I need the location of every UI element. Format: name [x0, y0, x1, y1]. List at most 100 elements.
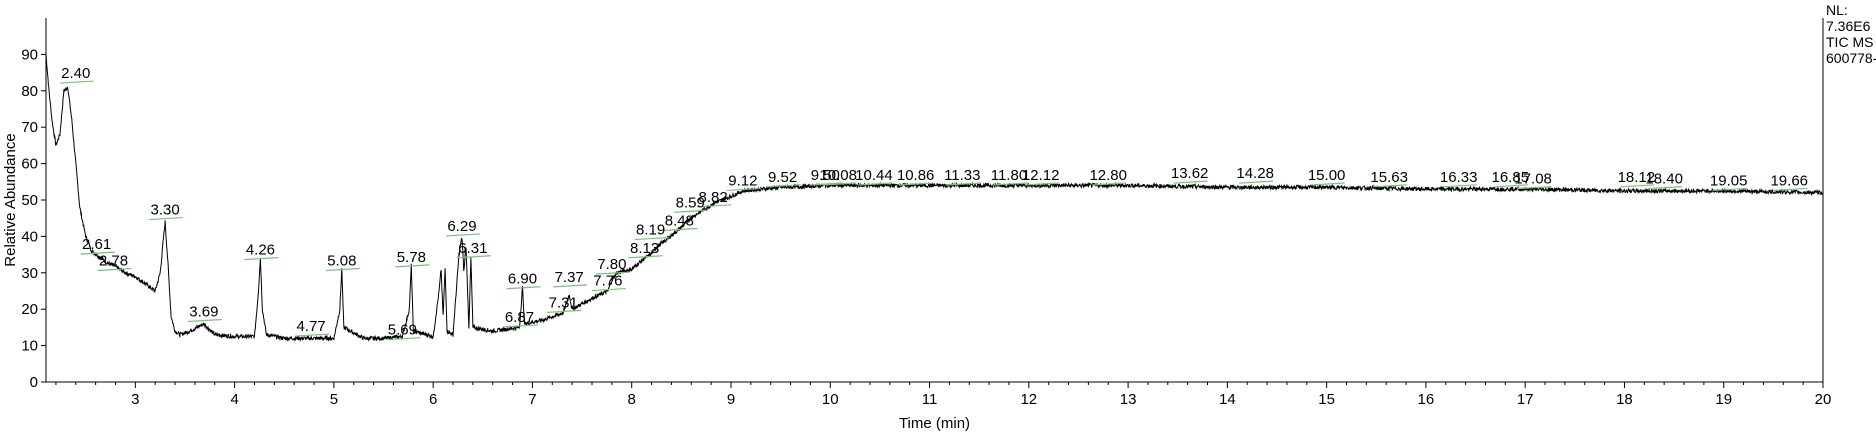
peak-integration-mark [1712, 187, 1747, 192]
peak-label: 12.80 [1089, 167, 1127, 184]
peak-integration-mark [1773, 187, 1808, 192]
x-tick-label: 12 [1020, 391, 1037, 408]
peak-label: 2.61 [82, 236, 111, 253]
peak-integration-mark [1620, 184, 1655, 188]
peak-label: 17.08 [1514, 171, 1552, 188]
peak-label: 18.12 [1618, 169, 1656, 186]
peak-label: 8.13 [630, 240, 659, 257]
peak-integration-mark [663, 227, 698, 232]
x-tick-label: 11 [922, 391, 938, 408]
peak-label: 14.28 [1236, 165, 1274, 182]
peak-markers [59, 80, 1808, 341]
peak-label: 6.90 [508, 271, 537, 288]
y-tick-label: 10 [21, 338, 38, 355]
peak-label: 15.63 [1370, 169, 1408, 186]
peak-label: 16.85 [1492, 169, 1530, 186]
peak-integration-mark [946, 182, 981, 186]
peak-integration-mark [697, 204, 732, 208]
peak-integration-mark [386, 337, 421, 341]
tic-trace-line [45, 54, 1824, 343]
peak-integration-mark [674, 209, 709, 213]
peak-integration-mark [1373, 184, 1408, 188]
peak-label: 12.12 [1022, 167, 1060, 184]
peak-label: 15.00 [1308, 167, 1346, 184]
x-tick-label: 18 [1616, 391, 1633, 408]
peak-label: 19.05 [1710, 172, 1748, 189]
peak-integration-mark [1173, 180, 1208, 184]
peak-label: 5.69 [388, 322, 417, 339]
peak-label: 7.37 [555, 269, 584, 286]
x-axis-title: Time (min) [899, 415, 970, 432]
sample-id: 600778- [1826, 50, 1876, 66]
peak-label: 9.12 [728, 172, 757, 189]
peak-integration-mark [1092, 182, 1127, 186]
peak-label: 3.30 [151, 202, 180, 219]
y-tick-label: 90 [21, 46, 38, 63]
nl-value: 7.36E6 [1826, 18, 1871, 34]
peak-integration-mark [456, 255, 491, 259]
x-tick-label: 14 [1219, 391, 1236, 408]
peak-integration-mark [809, 182, 844, 186]
peak-integration-mark [1442, 184, 1477, 188]
peak-labels: 2.40 2.612.78 3.30 3.69 4.26 4.77 5.08 5.69 5.78… [61, 65, 1808, 339]
peak-label: 16.33 [1440, 169, 1478, 186]
peak-integration-mark [547, 309, 582, 313]
peak-integration-mark [726, 187, 761, 192]
y-tick-label: 0 [30, 374, 38, 391]
peak-label: 11.33 [944, 167, 980, 184]
peak-integration-mark [595, 271, 630, 275]
peak-label: 9.50 [811, 167, 840, 184]
y-tick-label: 80 [21, 83, 38, 100]
series-layer [45, 54, 1824, 343]
y-tick-label: 30 [21, 265, 38, 282]
peak-integration-mark [992, 182, 1027, 186]
peak-label: 6.87 [505, 309, 534, 326]
x-tick-label: 16 [1418, 391, 1435, 408]
peak-integration-mark [395, 264, 430, 268]
nl-label: NL: [1826, 2, 1848, 18]
peak-integration-mark [80, 251, 115, 255]
peak-label: 13.62 [1171, 165, 1209, 182]
peak-integration-mark [506, 286, 541, 290]
x-tick-label: 3 [131, 391, 139, 408]
y-tick-label: 20 [21, 301, 38, 318]
peak-label: 7.31 [549, 294, 578, 311]
peak-label: 18.40 [1645, 171, 1683, 188]
y-tick-label: 50 [21, 192, 38, 209]
peak-label: 8.59 [676, 194, 705, 211]
peak-label: 2.40 [61, 65, 90, 82]
peak-integration-mark [553, 284, 588, 288]
peak-integration-mark [244, 257, 279, 261]
peak-label: 19.66 [1770, 172, 1808, 189]
peak-integration-mark [149, 216, 184, 221]
x-tick-label: 10 [822, 391, 839, 408]
y-tick-label: 40 [21, 228, 38, 245]
y-tick-label: 70 [21, 119, 38, 136]
y-axis-title: Relative Abundance [2, 133, 19, 266]
peak-label: 11.80 [991, 167, 1027, 184]
peak-label: 10.44 [855, 167, 893, 184]
peak-label: 8.19 [636, 222, 665, 239]
peak-integration-mark [822, 182, 857, 186]
peak-integration-mark [445, 233, 480, 237]
peak-label: 7.80 [597, 256, 626, 273]
peak-integration-mark [766, 184, 801, 188]
peak-label: 7.76 [593, 273, 622, 290]
peak-integration-mark [187, 318, 222, 323]
peak-label: 10.86 [897, 167, 935, 184]
x-axis: 3 4 5 6 7 8 9 10 11 12 13 14 15 16 17 18 19 20 [55, 382, 1831, 408]
peak-label: 3.69 [189, 303, 218, 320]
peak-label: 5.08 [327, 253, 356, 270]
peak-label: 2.78 [99, 253, 128, 270]
peak-integration-mark [1517, 186, 1552, 190]
y-tick-label: 60 [21, 156, 38, 173]
x-tick-label: 17 [1517, 391, 1534, 408]
peak-integration-mark [628, 255, 663, 259]
x-tick-label: 5 [330, 391, 338, 408]
peak-label: 9.52 [768, 169, 797, 186]
peak-integration-mark [503, 324, 538, 328]
scan-type: TIC MS [1826, 34, 1874, 50]
info-panel: NL: 7.36E6 TIC MS 600778- [1826, 2, 1876, 66]
x-tick-label: 8 [628, 391, 636, 408]
